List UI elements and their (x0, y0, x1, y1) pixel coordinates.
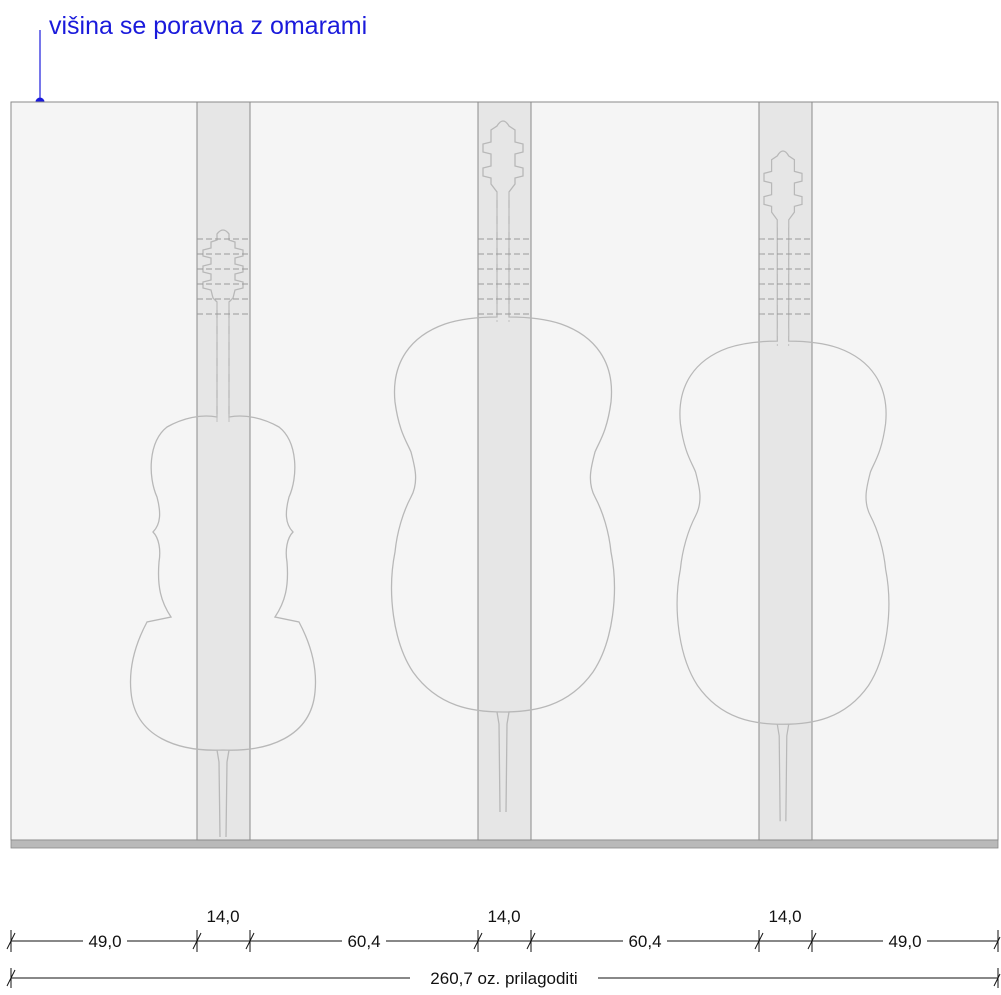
dimension-label: 14,0 (768, 907, 801, 926)
dimension-labels: 49,0 14,0 60,4 14,0 60,4 14,0 49,0 (83, 907, 927, 951)
dimension-label: 49,0 (888, 932, 921, 951)
dimension-label: 14,0 (487, 907, 520, 926)
dimension-label: 60,4 (628, 932, 661, 951)
dimension-chain (6, 930, 1001, 952)
note-text: višina se poravna z omarami (49, 12, 367, 40)
height-note: višina se poravna z omarami (35, 12, 367, 107)
holder-strip-3 (758, 101, 813, 841)
base-strip (10, 839, 999, 849)
dimension-label: 14,0 (206, 907, 239, 926)
dimension-label: 60,4 (347, 932, 380, 951)
dimension-label: 49,0 (88, 932, 121, 951)
holder-strip-1 (196, 101, 251, 841)
holder-strip-2 (477, 101, 532, 841)
overall-dimension-label: 260,7 oz. prilagoditi (430, 969, 577, 988)
holder-strips (196, 101, 813, 841)
